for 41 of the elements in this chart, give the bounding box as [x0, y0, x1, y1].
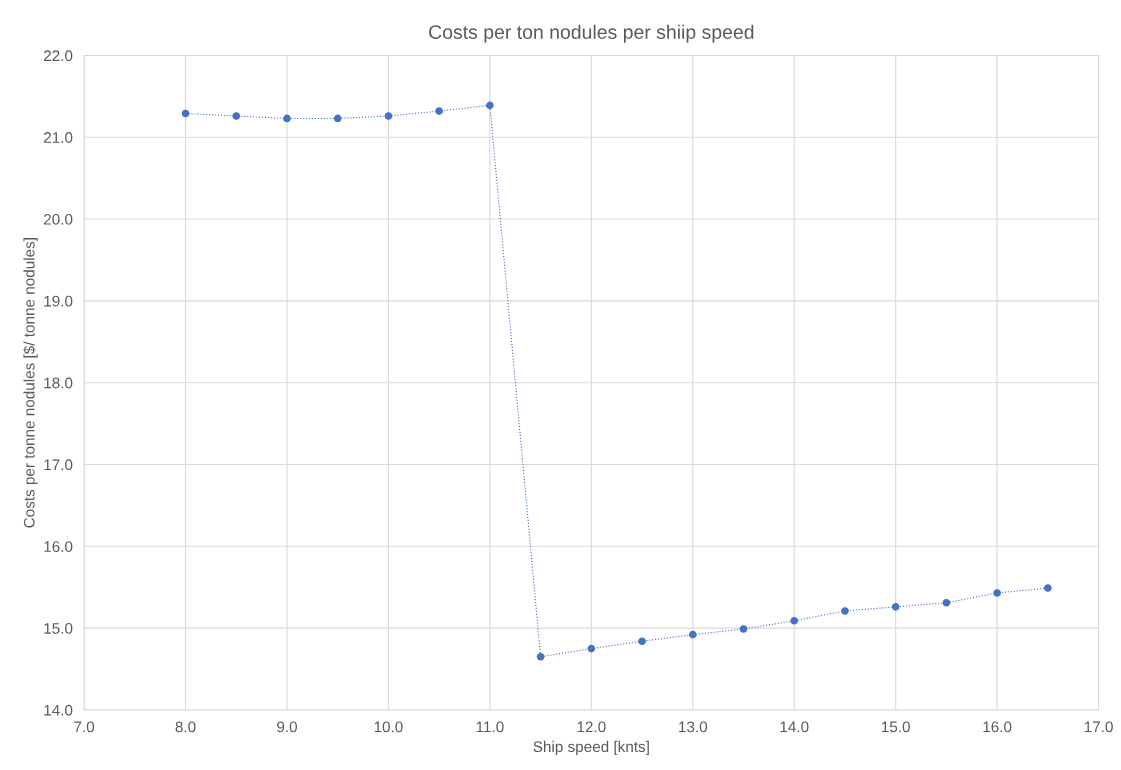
x-tick-label: 15.0 — [881, 721, 910, 733]
point — [536, 652, 545, 661]
chart-title: Costs per ton nodules per shiip speed — [429, 24, 754, 43]
point — [891, 603, 900, 611]
y-tick-label: 17.0 — [44, 459, 73, 471]
y-tick-label: 14.0 — [44, 704, 73, 716]
y-tick-label: 21.0 — [44, 132, 73, 143]
point — [841, 607, 849, 615]
x-tick-label: 12.0 — [577, 721, 606, 733]
x-tick-label: 16.0 — [983, 721, 1012, 733]
point — [942, 598, 951, 607]
point — [283, 114, 291, 123]
point — [384, 112, 393, 120]
point — [790, 616, 799, 625]
x-tick-label: 8.0 — [175, 721, 196, 733]
x-tick-label: 13.0 — [679, 721, 708, 733]
point — [993, 589, 1001, 597]
x-axis-title: Ship speed [knts] — [533, 740, 649, 756]
point — [232, 112, 241, 120]
x-tick-label: 14.0 — [780, 721, 809, 733]
y-tick-label: 16.0 — [44, 541, 73, 552]
x-tick-label: 10.0 — [374, 721, 403, 733]
y-tick-label: 15.0 — [44, 623, 73, 634]
point — [333, 114, 342, 123]
x-tick-label: 17.0 — [1084, 721, 1113, 733]
y-axis-title: Costs per tonne nodules [$/ tonne nodules] — [23, 238, 38, 528]
point — [739, 625, 748, 633]
x-tick-label: 11.0 — [476, 721, 504, 733]
y-tick-label: 18.0 — [44, 377, 73, 389]
point — [688, 630, 697, 639]
point — [486, 101, 494, 110]
point — [181, 109, 190, 118]
point — [638, 637, 646, 646]
point — [1044, 584, 1052, 592]
x-tick-label: 7.0 — [74, 721, 95, 733]
point — [587, 644, 596, 653]
y-tick-label: 19.0 — [44, 295, 73, 307]
x-tick-label: 9.0 — [277, 721, 297, 733]
y-tick-label: 20.0 — [44, 213, 73, 225]
point — [435, 107, 443, 115]
y-tick-label: 22.0 — [44, 50, 73, 62]
